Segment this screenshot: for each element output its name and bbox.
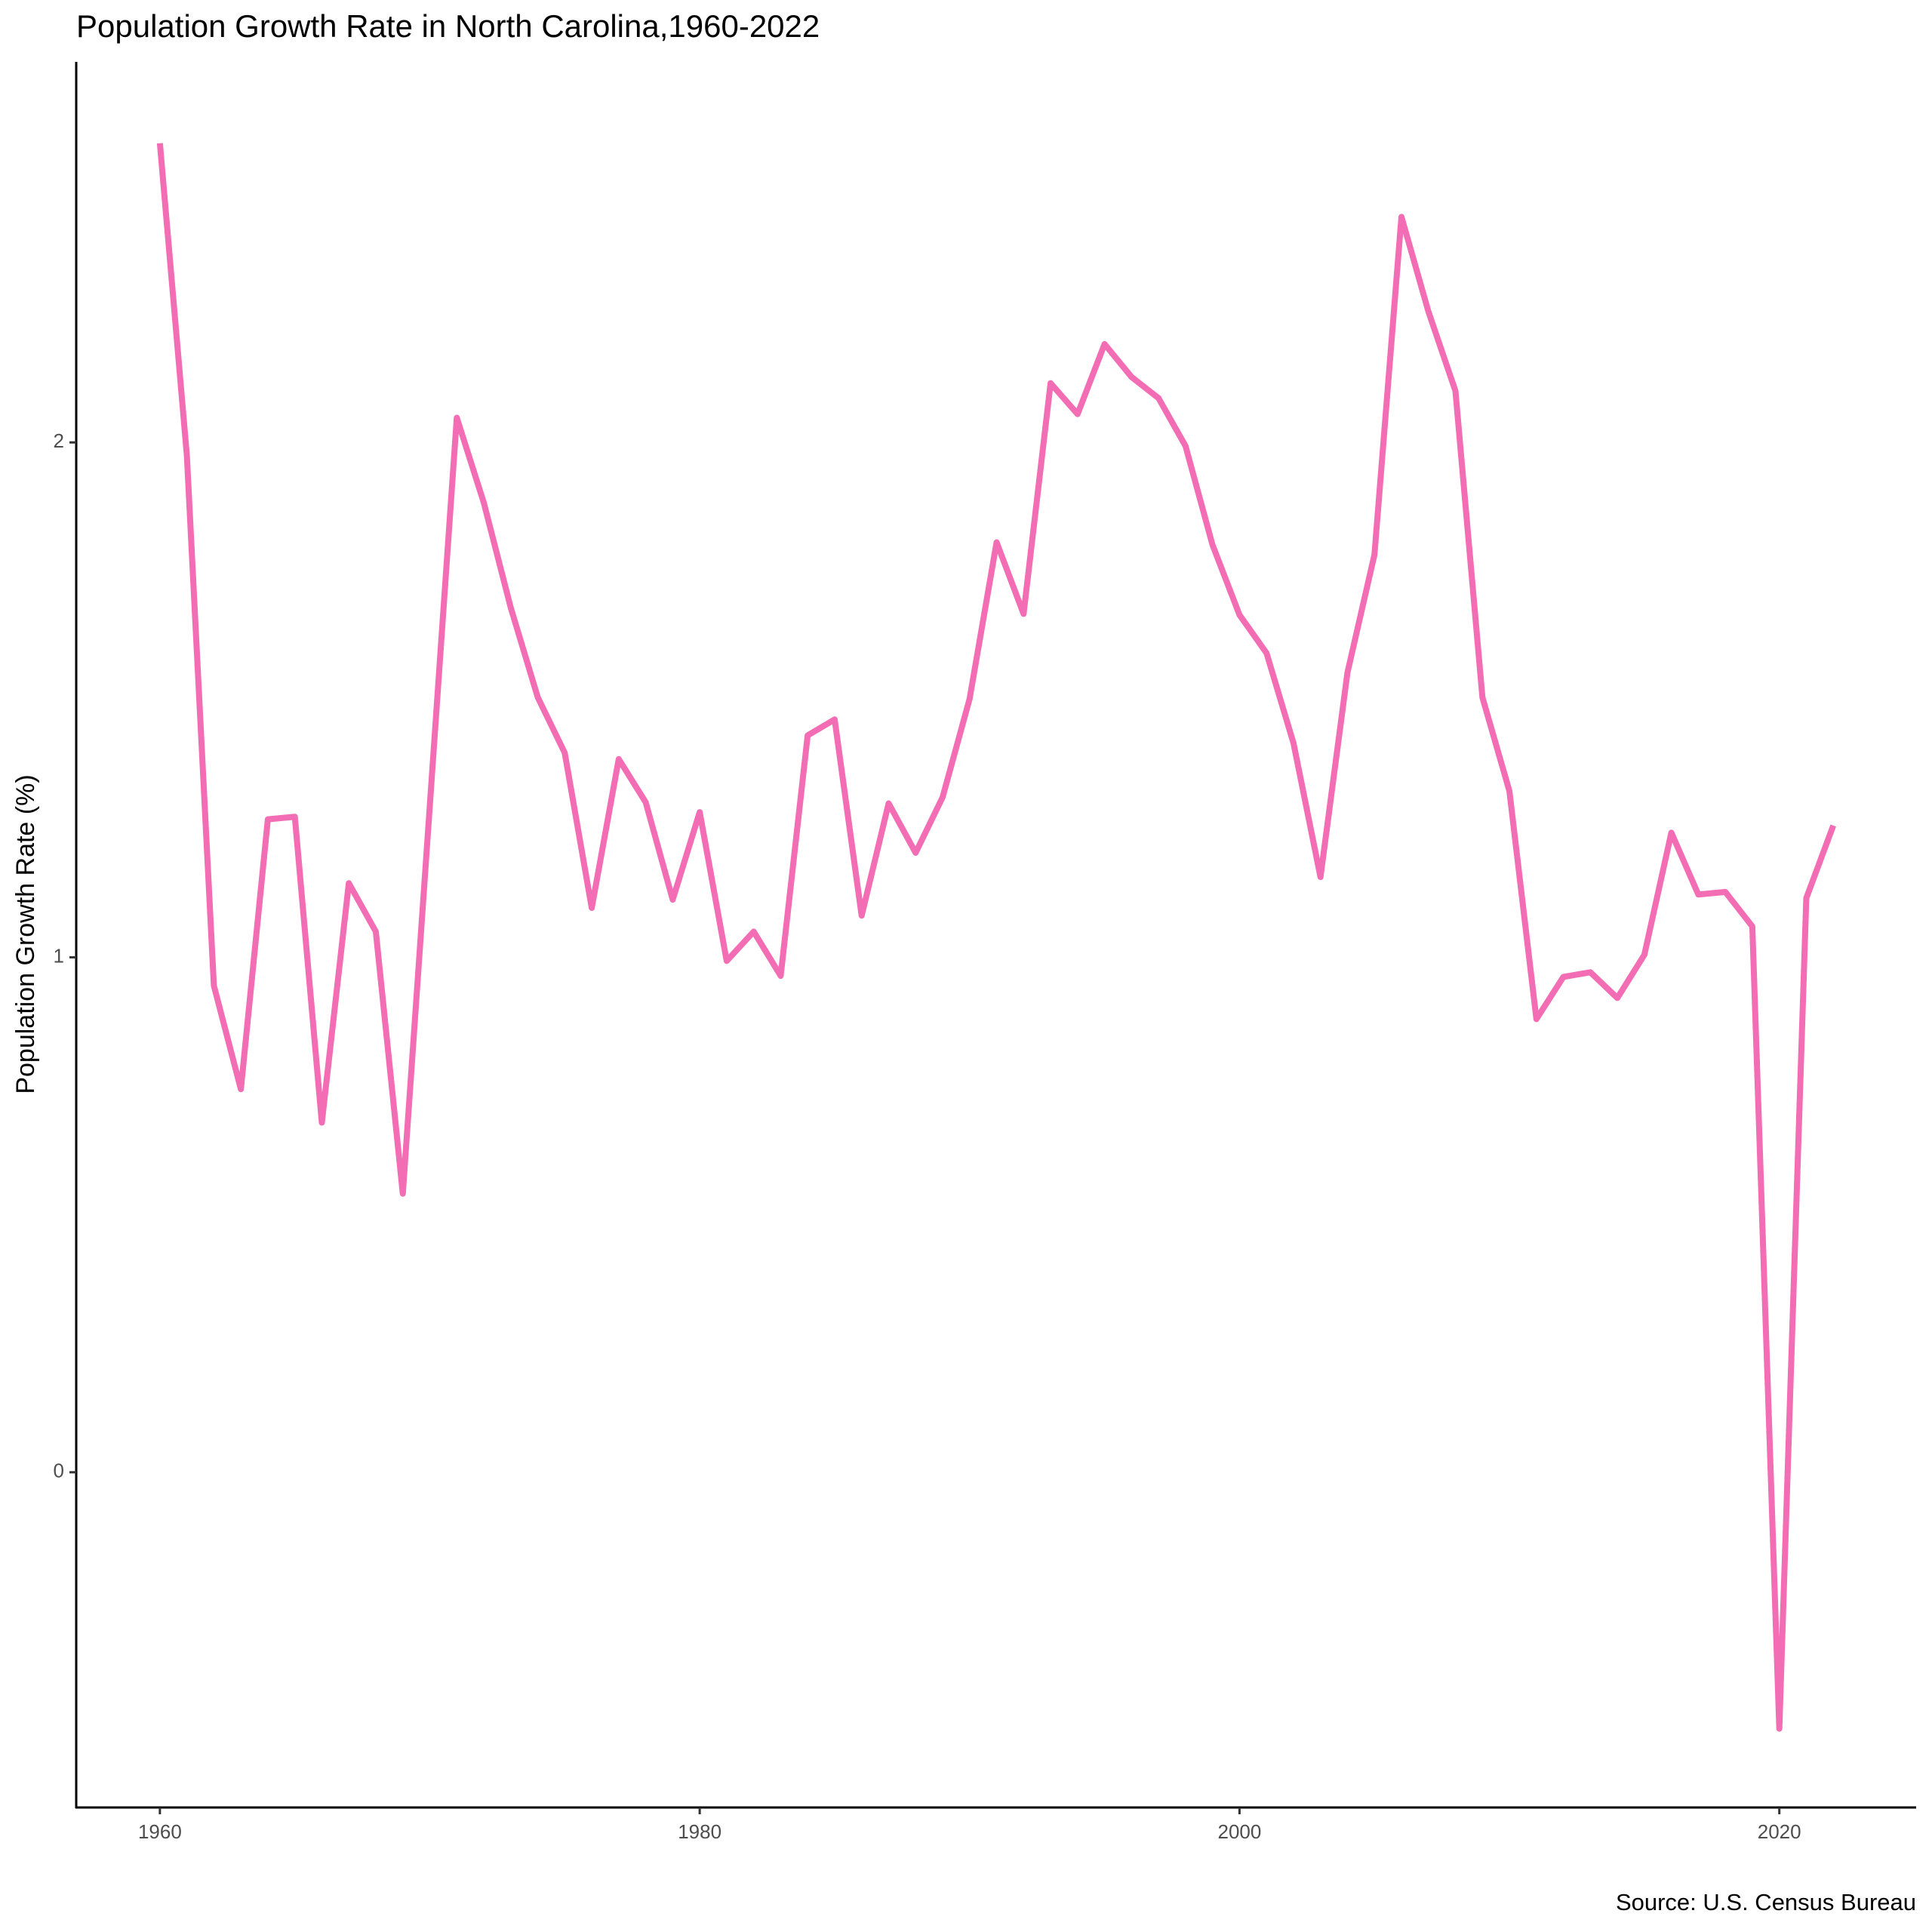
x-tick-label: 2020 [1758, 1820, 1801, 1843]
y-tick-label: 2 [54, 429, 64, 452]
data-line [156, 143, 1836, 1732]
y-tick-label: 1 [54, 944, 64, 967]
x-tick-label: 1980 [678, 1820, 721, 1843]
y-axis-title: Population Growth Rate (%) [11, 774, 40, 1094]
chart-title: Population Growth Rate in North Carolina… [76, 8, 820, 44]
caption: Source: U.S. Census Bureau [1616, 1889, 1916, 1915]
x-tick-label: 2000 [1217, 1820, 1261, 1843]
x-tick-label: 1960 [138, 1820, 182, 1843]
y-tick-label: 0 [54, 1460, 64, 1482]
